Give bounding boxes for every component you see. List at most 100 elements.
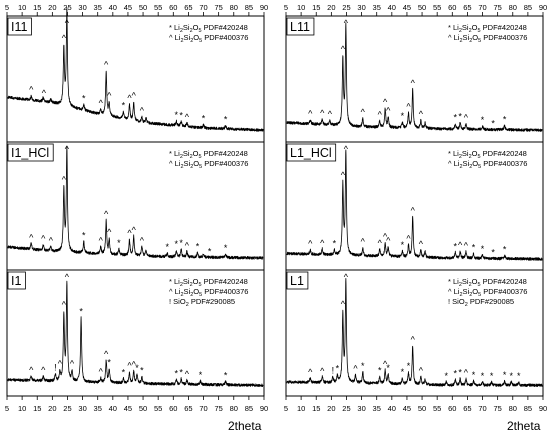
bottom-tick-label: 75 xyxy=(493,404,501,413)
peak-marker: ^ xyxy=(464,113,469,123)
peak-marker: ^ xyxy=(361,107,366,117)
bottom-tick-label: 10 xyxy=(297,404,305,413)
top-tick-label: 75 xyxy=(214,3,222,12)
top-tick-label: 80 xyxy=(509,3,517,12)
legend-entry: ^ Li2Si2O5 PDF#400376 xyxy=(169,159,248,170)
peak-marker: * xyxy=(503,114,507,124)
peak-marker: ^ xyxy=(320,108,325,118)
peak-marker: * xyxy=(454,241,458,251)
panel-title: L11 xyxy=(290,20,310,34)
peak-marker: * xyxy=(140,366,144,376)
bottom-tick-label: 90 xyxy=(539,404,547,413)
peak-marker: * xyxy=(407,361,411,371)
bottom-tick-label: 80 xyxy=(509,404,517,413)
legend-entry: * Li2Si2O5 PDF#420248 xyxy=(169,149,248,160)
peak-marker: * xyxy=(401,240,405,250)
top-tick-label: 10 xyxy=(18,3,26,12)
peak-marker: * xyxy=(401,367,405,377)
panel-L1: ^ ^! *^^^ * *^ * **^^* * * ^ * * * * * *L1 * Li2Si2O5 PD… xyxy=(286,271,543,388)
bottom-tick-label: 60 xyxy=(169,404,177,413)
bottom-tick-label: 20 xyxy=(327,404,335,413)
peak-marker: * xyxy=(135,363,139,373)
peak-marker: ^ xyxy=(386,106,391,116)
peak-marker: ^ xyxy=(464,368,469,378)
peak-marker: * xyxy=(361,361,365,371)
legend-entry: ^ Li2Si2O5 PDF#400376 xyxy=(169,33,248,44)
bottom-tick-label: 50 xyxy=(418,404,426,413)
peak-marker: * xyxy=(224,243,228,253)
plot-frame xyxy=(285,15,544,397)
panel-title-box xyxy=(7,17,32,36)
top-tick-label: 15 xyxy=(312,3,320,12)
xrd-trace xyxy=(286,278,543,388)
top-tick-label: 70 xyxy=(478,3,486,12)
peak-marker: ^ xyxy=(41,234,46,244)
panel-title: L1 xyxy=(290,274,304,288)
peak-marker: ^ xyxy=(140,235,145,245)
plot-frame xyxy=(6,15,265,397)
xrd-trace xyxy=(7,280,264,387)
top-tick-label: 25 xyxy=(63,3,71,12)
peak-marker: ^ xyxy=(308,239,313,249)
peak-marker: * xyxy=(179,110,183,120)
peak-marker: ^ xyxy=(62,33,67,43)
top-tick-label: 30 xyxy=(78,3,86,12)
peak-marker: ^ xyxy=(361,237,366,247)
legend-entry: ! SiO2 PDF#290085 xyxy=(448,297,514,308)
peak-marker: * xyxy=(481,115,485,125)
peak-marker: ^ xyxy=(185,240,190,250)
peak-marker: * xyxy=(444,371,448,381)
bottom-tick-label: 30 xyxy=(78,404,86,413)
bottom-tick-label: 65 xyxy=(463,404,471,413)
bottom-tick-label: 70 xyxy=(199,404,207,413)
legend-entry: ^ Li2Si2O5 PDF#400376 xyxy=(169,287,248,298)
bottom-tick-label: 90 xyxy=(260,404,268,413)
peak-marker: ^ xyxy=(42,88,47,98)
bottom-tick-label: 15 xyxy=(312,404,320,413)
x-axis-label: 2theta xyxy=(507,419,541,433)
top-tick-label: 45 xyxy=(403,3,411,12)
top-tick-label: 25 xyxy=(342,3,350,12)
panel-L1_HCl: ^ ^ *^^^ ^^^ *^^^ * ^ ^ * * * *L1_HCl * Li2Si2O5 PDF… xyxy=(286,143,543,261)
top-tick-label: 5 xyxy=(284,3,288,12)
peak-marker: * xyxy=(79,307,83,317)
peak-marker: ^ xyxy=(29,85,34,95)
peak-marker: ^ xyxy=(341,170,346,180)
legend-entry: * Li2Si2O5 PDF#420248 xyxy=(169,277,248,288)
peak-marker: ^ xyxy=(185,369,190,379)
bottom-tick-label: 85 xyxy=(245,404,253,413)
bottom-tick-label: 45 xyxy=(124,404,132,413)
bottom-tick-label: 10 xyxy=(18,404,26,413)
peak-marker: ^ xyxy=(29,365,34,375)
peak-marker: * xyxy=(472,370,476,380)
top-tick-label: 90 xyxy=(260,3,268,12)
peak-marker: * xyxy=(175,369,179,379)
peak-marker: * xyxy=(122,367,126,377)
top-tick-label: 80 xyxy=(230,3,238,12)
peak-marker: ^ xyxy=(419,239,424,249)
peak-marker: ^ xyxy=(411,205,416,215)
peak-marker: * xyxy=(179,368,183,378)
peak-marker: * xyxy=(82,231,86,241)
peak-marker: ^ xyxy=(344,272,349,282)
peak-marker: ^ xyxy=(464,240,469,250)
peak-marker: ^ xyxy=(49,235,54,245)
panel-title: I1_HCl xyxy=(11,146,49,160)
bottom-tick-label: 55 xyxy=(433,404,441,413)
top-tick-label: 15 xyxy=(33,3,41,12)
peak-marker: ^ xyxy=(65,144,70,154)
bottom-tick-label: 20 xyxy=(48,404,56,413)
panel-L11: ^ ^ ^^^^ ^^^*^^^ * * ^ * * *L11 * Li2Si2O5 PDF#420… xyxy=(286,17,543,132)
peak-marker: * xyxy=(336,363,340,373)
peak-marker: ^ xyxy=(132,359,137,369)
peak-marker: ^ xyxy=(58,359,63,369)
top-tick-label: 20 xyxy=(48,3,56,12)
top-tick-label: 45 xyxy=(124,3,132,12)
top-tick-label: 85 xyxy=(524,3,532,12)
legend-entry: * Li2Si2O5 PDF#420248 xyxy=(448,149,527,160)
peak-marker: ^ xyxy=(378,109,383,119)
top-tick-label: 20 xyxy=(327,3,335,12)
bottom-tick-label: 40 xyxy=(109,404,117,413)
top-tick-label: 75 xyxy=(493,3,501,12)
peak-marker: ^ xyxy=(29,233,34,243)
